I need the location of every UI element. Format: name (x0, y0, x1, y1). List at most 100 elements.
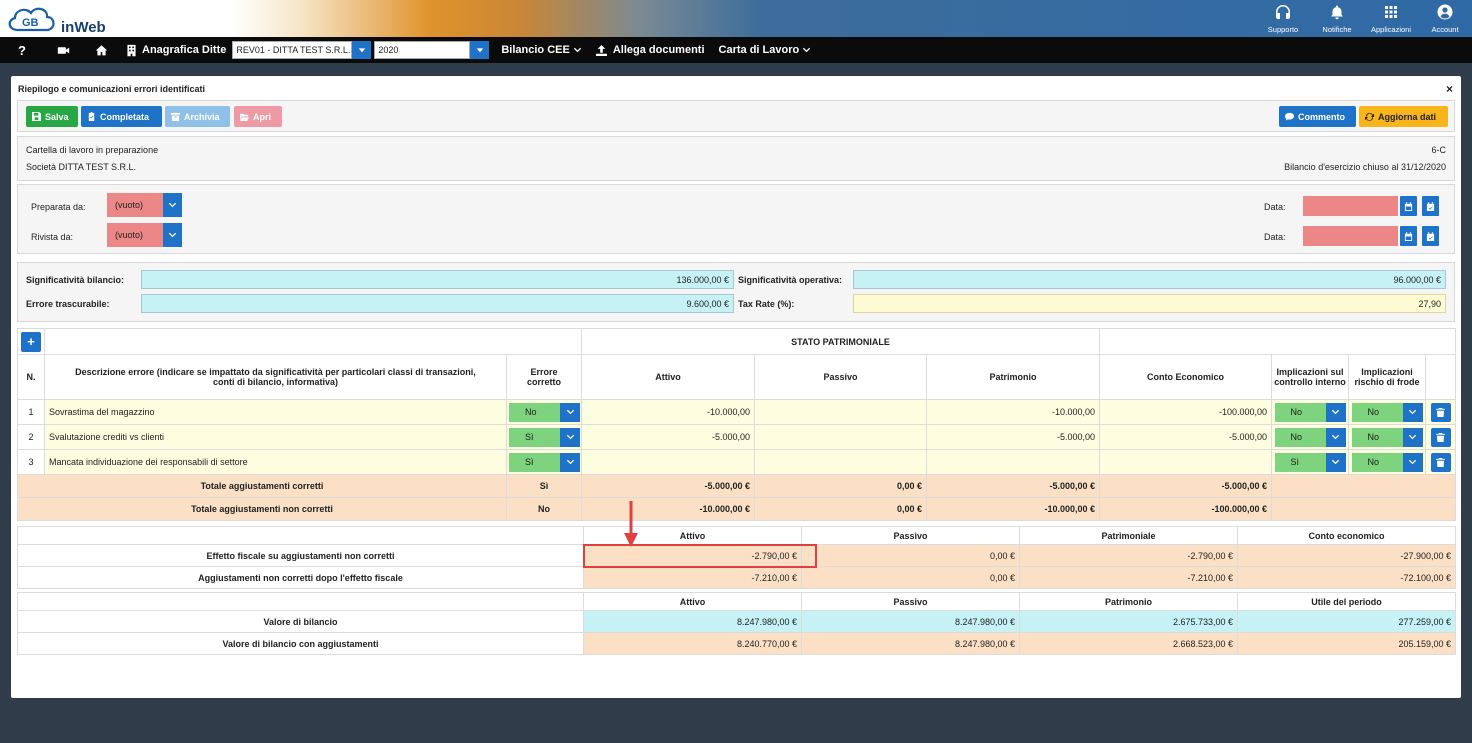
error-conto[interactable]: -5.000,00 (1099, 424, 1273, 450)
errore-corretto-select[interactable]: Sì (509, 452, 580, 472)
errore-corretto-select-toggle[interactable] (560, 427, 580, 447)
help-button[interactable]: ? (18, 42, 26, 58)
impl-controllo-select[interactable]: Sì (1274, 452, 1346, 472)
rivista-select[interactable]: (vuoto) (107, 223, 182, 247)
col-patrimonio: Patrimonio (925, 354, 1101, 400)
trash-icon (1436, 457, 1446, 467)
total-flag: No (506, 497, 582, 521)
app-logo[interactable]: GB inWeb (4, 2, 114, 36)
data-preparata-check-button[interactable] (1422, 196, 1439, 216)
sig-bilancio-label: Significatività bilancio: (26, 275, 125, 285)
errore-trascurabile-field[interactable]: 9.600,00 € (141, 294, 734, 313)
apri-button[interactable]: Apri (234, 106, 282, 127)
balance-row-label: Valore di bilancio con aggiustamenti (17, 632, 584, 655)
calendar-icon (1404, 231, 1413, 241)
impl-frode-select-toggle[interactable] (1402, 427, 1423, 447)
impl-frode-select[interactable]: No (1351, 402, 1423, 422)
delete-row-button[interactable] (1430, 452, 1451, 472)
errore-corretto-select-toggle[interactable] (560, 452, 580, 472)
error-conto[interactable] (1099, 449, 1273, 475)
year-select-toggle[interactable] (470, 41, 490, 59)
error-patrimonio[interactable]: -10.000,00 (925, 399, 1101, 425)
grid-icon (1385, 6, 1397, 18)
allega-label: Allega documenti (612, 44, 705, 56)
preparata-value: (vuoto) (107, 193, 163, 217)
balance-row-value: 8.240.770,00 € (583, 632, 802, 655)
errore-corretto-select[interactable]: Sì (509, 427, 580, 447)
errore-corretto-select-toggle[interactable] (560, 402, 580, 422)
delete-cell (1425, 424, 1457, 450)
delete-row-button[interactable] (1430, 402, 1451, 422)
home-button[interactable] (82, 37, 120, 63)
impl-controllo-select-toggle[interactable] (1325, 427, 1346, 447)
chevron-down-icon (1331, 459, 1340, 464)
bilancio-menu[interactable]: Bilancio CEE (501, 44, 581, 56)
commento-button[interactable]: Commento (1279, 106, 1356, 127)
impl-frode-select[interactable]: No (1351, 452, 1423, 472)
delete-cell (1425, 399, 1457, 425)
rivista-label: Rivista da: (31, 232, 74, 242)
close-icon[interactable]: × (1445, 82, 1453, 96)
error-passivo[interactable] (754, 424, 927, 450)
data-preparata-field[interactable] (1303, 196, 1398, 216)
sig-bilancio-field[interactable]: 136.000,00 € (141, 270, 734, 289)
impl-frode-select-toggle[interactable] (1402, 452, 1423, 472)
chevron-down-icon (1331, 409, 1340, 414)
data-rivista-calendar-button[interactable] (1400, 226, 1417, 246)
error-conto[interactable]: -100.000,00 (1099, 399, 1273, 425)
impl-frode-select-value: No (1351, 452, 1403, 472)
error-passivo[interactable] (754, 449, 927, 475)
data-rivista-field[interactable] (1303, 226, 1398, 246)
archivia-button[interactable]: Archivia (165, 106, 230, 127)
add-error-button[interactable]: + (21, 331, 41, 352)
error-attivo[interactable]: -5.000,00 (581, 424, 755, 450)
fiscal-header-row: Attivo Passivo Patrimoniale Conto econom… (17, 526, 1456, 545)
impl-controllo-select-toggle[interactable] (1325, 452, 1346, 472)
tax-rate-field[interactable]: 27,90 (853, 294, 1446, 313)
impl-controllo-select-toggle[interactable] (1325, 402, 1346, 422)
chevron-down-icon (566, 434, 574, 439)
error-description[interactable]: Mancata individuazione dei responsabili … (44, 449, 507, 475)
stato-patrimoniale-header: STATO PATRIMONIALE (580, 328, 1101, 355)
notifiche-button[interactable]: Notifiche (1310, 0, 1364, 37)
data-rivista-check-button[interactable] (1422, 226, 1439, 246)
aggiorna-dati-button[interactable]: Aggiorna dati (1359, 106, 1448, 127)
preparata-toggle[interactable] (163, 193, 182, 217)
supporto-button[interactable]: Supporto (1256, 0, 1310, 37)
impl-frode-select[interactable]: No (1351, 427, 1423, 447)
top-header: GB inWeb Supporto Notifiche Applicazioni… (0, 0, 1472, 37)
account-button[interactable]: Account (1418, 0, 1472, 37)
completata-button[interactable]: Completata (81, 106, 162, 127)
rivista-toggle[interactable] (163, 223, 182, 247)
errore-corretto-select[interactable]: No (509, 402, 580, 422)
year-select[interactable]: 2020 (374, 41, 471, 59)
riepilogo-panel: Riepilogo e comunicazioni errori identif… (11, 76, 1461, 698)
impl-controllo-select[interactable]: No (1274, 402, 1346, 422)
error-description[interactable]: Sovrastima del magazzino (44, 399, 507, 425)
impl-controllo-select[interactable]: No (1274, 427, 1346, 447)
balance-row-value: 8.247.980,00 € (801, 632, 1020, 655)
errore-corretto-select-value: No (509, 402, 560, 422)
data-rivista-label: Data: (1264, 232, 1286, 242)
company-select-toggle[interactable] (352, 41, 372, 59)
error-attivo[interactable] (581, 449, 755, 475)
video-button[interactable] (44, 37, 82, 63)
salva-button[interactable]: Salva (26, 106, 78, 127)
error-description[interactable]: Svalutazione crediti vs clienti (44, 424, 507, 450)
data-preparata-calendar-button[interactable] (1400, 196, 1417, 216)
carta-lavoro-menu[interactable]: Carta di Lavoro (719, 44, 812, 56)
balance-row-value: 8.247.980,00 € (801, 610, 1020, 633)
error-attivo[interactable]: -10.000,00 (581, 399, 755, 425)
preparata-select[interactable]: (vuoto) (107, 193, 182, 217)
error-rows: 1 Sovrastima del magazzino No -10.000,00 -10… (17, 399, 1457, 475)
applicazioni-button[interactable]: Applicazioni (1364, 0, 1418, 37)
error-passivo[interactable] (754, 399, 927, 425)
allega-documenti-link[interactable]: Allega documenti (595, 44, 705, 56)
impl-frode-select-toggle[interactable] (1402, 402, 1423, 422)
error-patrimonio[interactable]: -5.000,00 (925, 424, 1101, 450)
sig-operativa-field[interactable]: 96.000,00 € (853, 270, 1446, 289)
delete-row-button[interactable] (1430, 427, 1451, 447)
company-select[interactable]: REV01 - DITTA TEST S.R.L. (232, 41, 353, 59)
balance-row-value: 2.668.523,00 € (1019, 632, 1238, 655)
error-patrimonio[interactable] (925, 449, 1101, 475)
